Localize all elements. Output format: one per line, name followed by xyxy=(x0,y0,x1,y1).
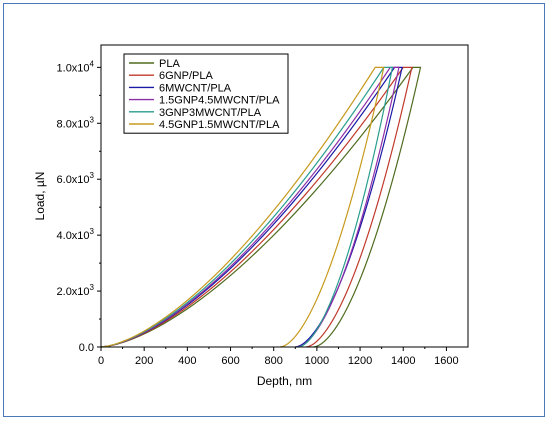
legend-label: 6GNP/PLA xyxy=(159,70,213,82)
y-tick-label: 1.0x104 xyxy=(57,59,95,74)
y-axis-title: Load, µN xyxy=(33,172,47,221)
x-tick-label: 600 xyxy=(221,355,239,367)
x-tick-label: 0 xyxy=(98,355,104,367)
series-line xyxy=(100,66,400,348)
series-line xyxy=(100,66,385,348)
x-tick-label: 1000 xyxy=(305,355,329,367)
legend-label: PLA xyxy=(159,58,180,70)
x-tick-label: 400 xyxy=(178,355,196,367)
legend-box xyxy=(123,53,289,134)
series-line xyxy=(100,66,394,348)
x-axis-title: Depth, nm xyxy=(257,374,312,388)
x-tick-label: 200 xyxy=(135,355,153,367)
y-tick-label: 6.0x103 xyxy=(57,171,95,186)
legend-label: 4.5GNP1.5MWCNT/PLA xyxy=(159,119,280,131)
series-line xyxy=(100,66,422,348)
series-line xyxy=(100,66,413,348)
y-tick-label: 4.0x103 xyxy=(57,227,95,242)
x-tick-label: 1200 xyxy=(348,355,372,367)
x-tick-label: 800 xyxy=(265,355,283,367)
y-tick-label: 2.0x103 xyxy=(57,283,95,298)
y-tick-label: 0.0 xyxy=(79,342,94,354)
x-tick-label: 1400 xyxy=(391,355,415,367)
x-tick-label: 1600 xyxy=(434,355,458,367)
plot-area-frame xyxy=(100,44,469,348)
legend-label: 1.5GNP4.5MWCNT/PLA xyxy=(159,95,280,107)
legend-label: 6MWCNT/PLA xyxy=(159,82,232,94)
legend-label: 3GNP3MWCNT/PLA xyxy=(159,107,262,119)
y-tick-label: 8.0x103 xyxy=(57,115,95,130)
